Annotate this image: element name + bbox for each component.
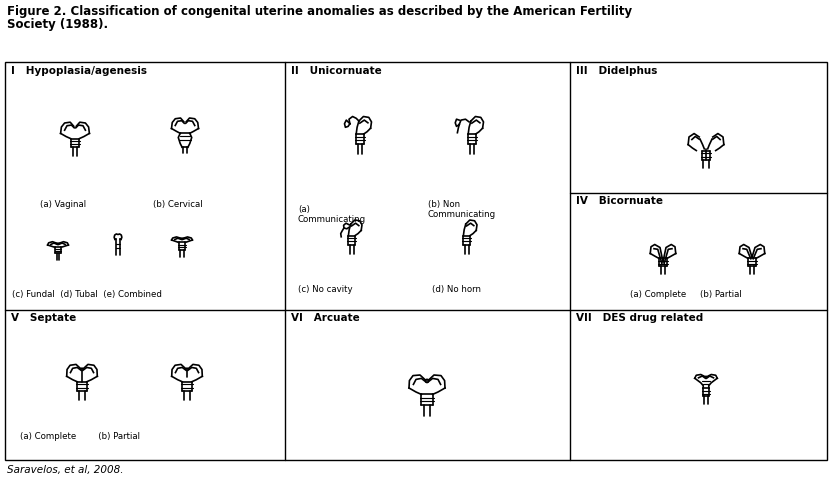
Text: (c) Fundal  (d) Tubal  (e) Combined: (c) Fundal (d) Tubal (e) Combined <box>12 290 162 299</box>
Text: IV   Bicornuate: IV Bicornuate <box>576 196 663 206</box>
Text: (c) No cavity: (c) No cavity <box>298 285 353 294</box>
Text: VII   DES drug related: VII DES drug related <box>576 313 703 323</box>
Text: (d) No horn: (d) No horn <box>432 285 481 294</box>
Bar <box>5 62 827 460</box>
Text: (a)
Communicating: (a) Communicating <box>298 205 366 224</box>
Text: III   Didelphus: III Didelphus <box>576 66 657 76</box>
Text: VI   Arcuate: VI Arcuate <box>291 313 359 323</box>
Text: I   Hypoplasia/agenesis: I Hypoplasia/agenesis <box>11 66 147 76</box>
Text: (a) Complete        (b) Partial: (a) Complete (b) Partial <box>20 432 140 441</box>
Text: (b) Non
Communicating: (b) Non Communicating <box>428 200 496 219</box>
Text: Figure 2. Classification of congenital uterine anomalies as described by the Ame: Figure 2. Classification of congenital u… <box>7 5 632 18</box>
Text: (a) Complete     (b) Partial: (a) Complete (b) Partial <box>630 290 742 299</box>
Text: (b) Cervical: (b) Cervical <box>153 200 203 209</box>
Text: V   Septate: V Septate <box>11 313 77 323</box>
Text: Saravelos, et al, 2008.: Saravelos, et al, 2008. <box>7 465 123 475</box>
Text: II   Unicornuate: II Unicornuate <box>291 66 382 76</box>
Text: (a) Vaginal: (a) Vaginal <box>40 200 87 209</box>
Text: Society (1988).: Society (1988). <box>7 18 108 31</box>
